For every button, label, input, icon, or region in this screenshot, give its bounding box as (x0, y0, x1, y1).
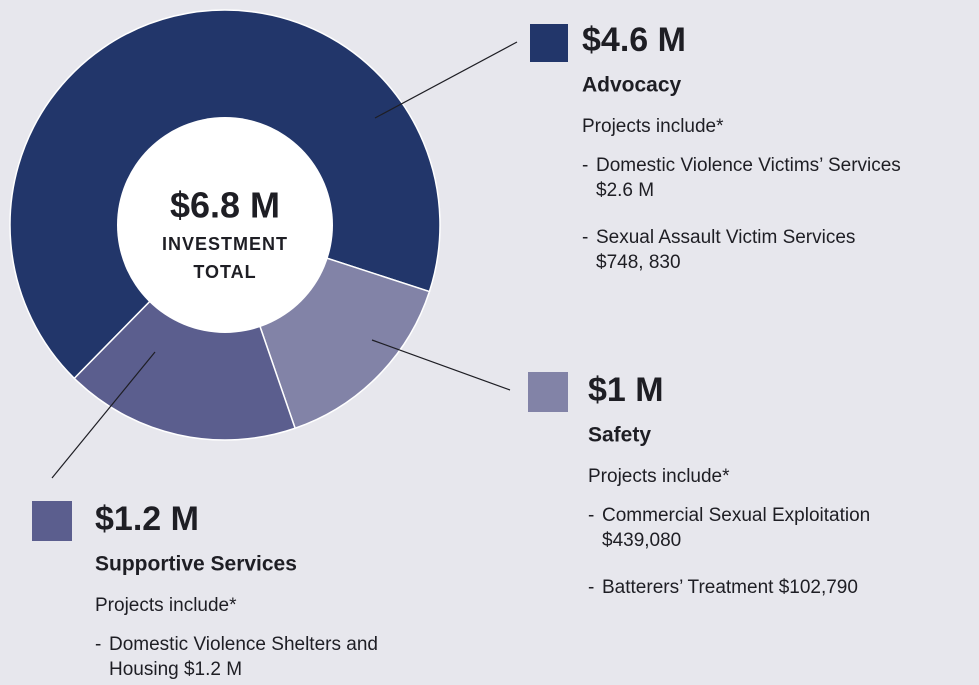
value-label: $1.2 M (95, 500, 199, 538)
category-name: Supportive Services (95, 553, 297, 576)
project-item: $2.6 M (596, 180, 654, 201)
leader-line (374, 41, 518, 119)
projects-heading: Projects include* (582, 116, 724, 137)
project-item: $748, 830 (596, 252, 681, 273)
projects-heading: Projects include* (588, 466, 730, 487)
bullet: - (582, 155, 588, 176)
project-item: Batterers’ Treatment $102,790 (602, 577, 858, 598)
project-item: Commercial Sexual Exploitation (602, 505, 870, 526)
value-label: $4.6 M (582, 21, 686, 59)
project-item: Housing $1.2 M (109, 659, 242, 680)
leader-line (371, 339, 511, 391)
total-label: $6.8 M (170, 185, 280, 226)
legend-swatch (32, 501, 72, 541)
project-item: Domestic Violence Shelters and (109, 634, 378, 655)
bullet: - (582, 227, 588, 248)
bullet: - (588, 577, 594, 598)
projects-heading: Projects include* (95, 595, 237, 616)
legend-swatch (528, 372, 568, 412)
center-text: INVESTMENT (162, 234, 288, 254)
value-label: $1 M (588, 371, 664, 409)
category-name: Advocacy (582, 74, 682, 97)
donut-hole (117, 117, 333, 333)
project-item: $439,080 (602, 530, 681, 551)
legend-swatch (530, 24, 568, 62)
category-name: Safety (588, 424, 651, 447)
leader-line (51, 351, 156, 479)
bullet: - (95, 634, 101, 655)
bullet: - (588, 505, 594, 526)
project-item: Domestic Violence Victims’ Services (596, 155, 901, 176)
project-item: Sexual Assault Victim Services (596, 227, 855, 248)
center-text: TOTAL (193, 262, 256, 282)
